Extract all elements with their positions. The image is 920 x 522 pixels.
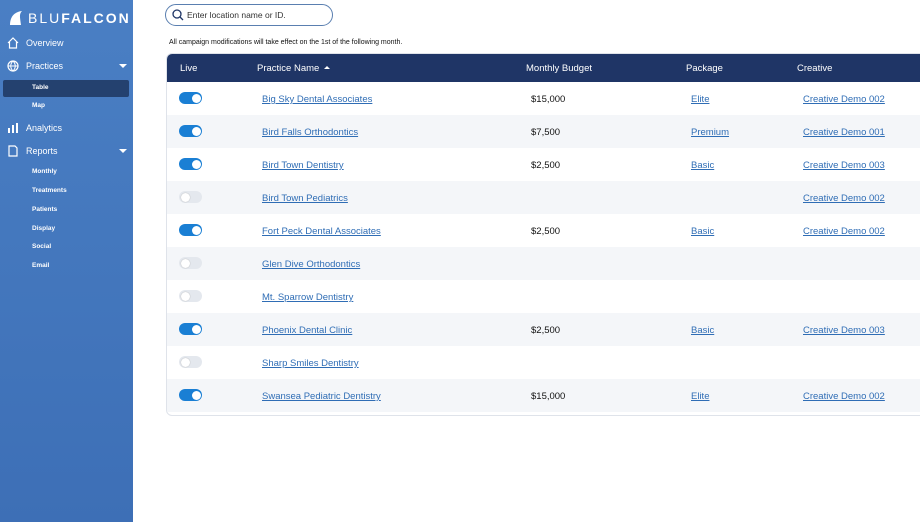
notice: All campaign modifications will take eff… bbox=[169, 39, 403, 46]
table-row: Sharp Smiles Dentistry bbox=[167, 346, 920, 379]
creative-link[interactable]: Creative Demo 003 bbox=[803, 160, 885, 171]
column-header: Package bbox=[686, 63, 723, 74]
nav-subitem[interactable]: Patients bbox=[32, 206, 58, 213]
table-row: Bird Falls Orthodontics $7,500 Premium Crea… bbox=[167, 115, 920, 148]
budget: $15,000 bbox=[531, 94, 566, 105]
toggle-knob bbox=[191, 126, 201, 136]
nav-subitem[interactable]: Display bbox=[32, 225, 56, 232]
practice-link[interactable]: Mt. Sparrow Dentistry bbox=[262, 292, 354, 303]
nav-item[interactable]: Analytics bbox=[26, 123, 63, 133]
nav-icon bbox=[8, 123, 18, 133]
live-toggle[interactable] bbox=[179, 125, 202, 137]
toggle-knob bbox=[180, 258, 190, 268]
nav-item[interactable]: Practices bbox=[26, 61, 64, 71]
budget: $2,500 bbox=[531, 160, 561, 171]
toggle-knob bbox=[191, 93, 201, 103]
nav-icon bbox=[7, 37, 19, 49]
sidebar: BLUFALCON Overview Practices Table Map Analy… bbox=[0, 0, 133, 522]
nav-subitem[interactable]: Monthly bbox=[32, 168, 57, 175]
search-placeholder: Enter location name or ID. bbox=[187, 10, 286, 20]
practice-link[interactable]: Bird Town Dentistry bbox=[262, 160, 344, 171]
creative-link[interactable]: Creative Demo 001 bbox=[803, 127, 885, 138]
nav-active-bg bbox=[3, 80, 129, 97]
table-row: Bird Town Dentistry $2,500 Basic Creative D… bbox=[167, 148, 920, 181]
toggle-knob bbox=[191, 324, 201, 334]
nav-subitem[interactable]: Social bbox=[32, 243, 52, 250]
package-link[interactable]: Basic bbox=[691, 226, 715, 237]
toggle-knob bbox=[180, 192, 190, 202]
nav-subitem[interactable]: Email bbox=[32, 262, 50, 269]
package-link[interactable]: Elite bbox=[691, 94, 710, 105]
live-toggle[interactable] bbox=[179, 92, 202, 104]
sort-arrow bbox=[324, 66, 330, 69]
nav-subitem[interactable]: Map bbox=[32, 102, 45, 109]
nav-icon bbox=[7, 60, 19, 72]
table-header: Live Practice Name Monthly Budget Package Cr… bbox=[167, 54, 920, 82]
table-row: Big Sky Dental Associates $15,000 Elite Cre… bbox=[167, 82, 920, 115]
package-link[interactable]: Basic bbox=[691, 160, 715, 171]
practice-table: Live Practice Name Monthly Budget Package Cr… bbox=[166, 53, 920, 416]
search-icon bbox=[172, 9, 184, 21]
practice-link[interactable]: Swansea Pediatric Dentistry bbox=[262, 391, 381, 402]
live-toggle[interactable] bbox=[179, 290, 202, 302]
table-row: Mt. Sparrow Dentistry bbox=[167, 280, 920, 313]
table-row: Glen Dive Orthodontics bbox=[167, 247, 920, 280]
package-link[interactable]: Elite bbox=[691, 391, 710, 402]
nav-item[interactable]: Reports bbox=[26, 146, 58, 156]
column-header: Live bbox=[180, 63, 198, 74]
toggle-knob bbox=[180, 357, 190, 367]
nav-subitem[interactable]: Treatments bbox=[32, 187, 67, 194]
nav-subitem[interactable]: Table bbox=[32, 84, 49, 91]
search-box[interactable]: Enter location name or ID. bbox=[165, 4, 333, 26]
table-row: Phoenix Dental Clinic $2,500 Basic Creative… bbox=[167, 313, 920, 346]
budget: $2,500 bbox=[531, 226, 561, 237]
live-toggle[interactable] bbox=[179, 323, 202, 335]
logo-suffix: FALCON bbox=[61, 10, 131, 26]
column-header: Monthly Budget bbox=[526, 63, 593, 74]
table-row: Bird Town Pediatrics Creative Demo 002 bbox=[167, 181, 920, 214]
budget: $2,500 bbox=[531, 325, 561, 336]
package-link[interactable]: Basic bbox=[691, 325, 715, 336]
budget: $15,000 bbox=[531, 391, 566, 402]
creative-link[interactable]: Creative Demo 003 bbox=[803, 325, 885, 336]
practice-link[interactable]: Big Sky Dental Associates bbox=[262, 94, 373, 105]
column-header: Creative bbox=[797, 63, 833, 74]
creative-link[interactable]: Creative Demo 002 bbox=[803, 193, 885, 204]
practice-link[interactable]: Phoenix Dental Clinic bbox=[262, 325, 353, 336]
live-toggle[interactable] bbox=[179, 224, 202, 236]
logo: BLUFALCON bbox=[28, 10, 131, 26]
nav-caret bbox=[119, 64, 127, 68]
live-toggle[interactable] bbox=[179, 389, 202, 401]
nav-icon bbox=[8, 145, 18, 157]
live-toggle[interactable] bbox=[179, 257, 202, 269]
creative-link[interactable]: Creative Demo 002 bbox=[803, 94, 885, 105]
practice-link[interactable]: Fort Peck Dental Associates bbox=[262, 226, 381, 237]
practice-link[interactable]: Bird Falls Orthodontics bbox=[262, 127, 359, 138]
toggle-knob bbox=[191, 159, 201, 169]
logo-prefix: BLU bbox=[28, 10, 62, 26]
budget: $7,500 bbox=[531, 127, 561, 138]
column-header[interactable]: Practice Name bbox=[257, 63, 320, 74]
table-row: Fort Peck Dental Associates $2,500 Basic Cr… bbox=[167, 214, 920, 247]
nav-caret bbox=[119, 149, 127, 153]
live-toggle[interactable] bbox=[179, 191, 202, 203]
toggle-knob bbox=[191, 225, 201, 235]
logo-icon bbox=[10, 11, 22, 25]
live-toggle[interactable] bbox=[179, 158, 202, 170]
toggle-knob bbox=[191, 390, 201, 400]
table-row: Swansea Pediatric Dentistry $15,000 Elite C… bbox=[167, 379, 920, 412]
practice-link[interactable]: Glen Dive Orthodontics bbox=[262, 259, 361, 270]
live-toggle[interactable] bbox=[179, 356, 202, 368]
nav-item[interactable]: Overview bbox=[26, 38, 64, 48]
package-link[interactable]: Premium bbox=[691, 127, 730, 138]
practice-link[interactable]: Bird Town Pediatrics bbox=[262, 193, 348, 204]
practice-link[interactable]: Sharp Smiles Dentistry bbox=[262, 358, 359, 369]
creative-link[interactable]: Creative Demo 002 bbox=[803, 391, 885, 402]
creative-link[interactable]: Creative Demo 002 bbox=[803, 226, 885, 237]
toggle-knob bbox=[180, 291, 190, 301]
